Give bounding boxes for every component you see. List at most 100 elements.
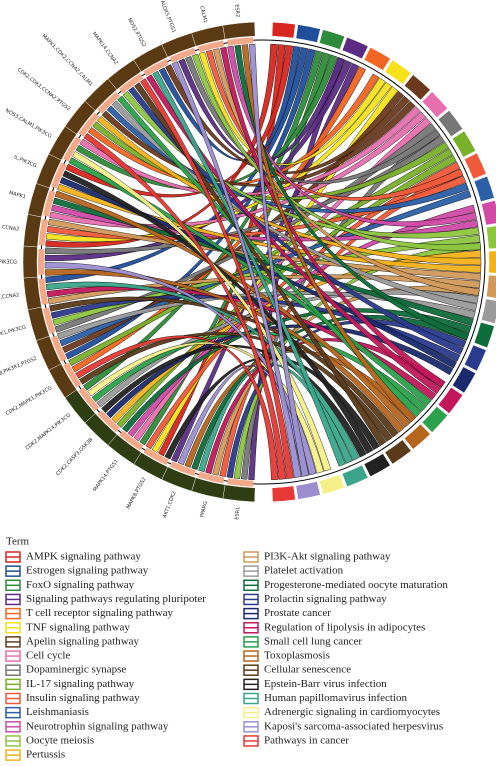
gene-label: CDK2,CASP3,GSK3B [55,437,95,478]
gene-fc [119,430,144,451]
term-segment [486,274,496,299]
gene-label: ESR1 [234,506,241,520]
gene-fc [119,73,144,94]
gene-label: CCNA2 [2,224,20,232]
gene-label: CDK2,MAPK1,PIK3CG [5,385,53,417]
term-segment [295,481,321,500]
chord [44,269,405,433]
chord [158,45,301,161]
gene-fc [63,136,82,162]
gene-label: CDK2,MAPK14,PIK3CG [25,412,73,451]
gene-label: ESR1,PIK3CG [0,260,17,266]
gene-segment [22,245,38,279]
legend-label: Pertussis [26,749,65,761]
chord [96,115,482,266]
term-segment [403,74,431,101]
term-segment [341,36,369,60]
chord [44,262,317,476]
term-segment [452,130,477,158]
legend-label: Cellular senescence [264,664,351,676]
gene-label: CALM1 [198,5,208,23]
gene-label: NOS2,PTGS2 [126,17,147,48]
gene-label: MAPK1,CDK2,CCNA2,CALM1 [40,33,93,88]
term-segment [384,439,412,465]
term-segment [481,200,496,226]
chord [101,100,416,187]
chord [220,46,446,388]
gene-label: PPARG [199,501,209,519]
legend-label: Signaling pathways regulating pluripoter [26,593,206,605]
chords [44,43,482,481]
gene-fc [227,478,254,487]
term-segment [271,485,296,503]
legend-label: IL-17 signaling pathway [26,678,135,690]
chord [87,341,324,474]
legend-label: Insulin signaling pathway [26,692,140,704]
gene-fc [38,278,49,305]
gene-fc [78,112,100,137]
chord [83,50,324,391]
gene-fc [38,248,45,276]
gene-label: MAPK14,PTGS1 [92,458,120,492]
gene-fc [227,37,254,46]
term-segment [452,366,477,394]
term-segment [363,47,391,71]
gene-label: NOS3,CALM1,PIK3CG [4,108,53,140]
gene-segment [222,484,256,503]
chord [140,78,294,479]
gene-fc [97,91,121,114]
gene-label: CDK2,CDK1,CCNA2,PTGS2 [16,67,72,113]
term-segment [486,225,496,250]
legend-label: Adrenergic signaling in cardiomyocytes [264,706,440,718]
chord [198,363,353,473]
term-segment [271,21,296,39]
legend-title: Term [6,536,29,548]
gene-fc [42,307,56,334]
term-segment [319,29,346,50]
legend-label: TNF signaling pathway [26,621,130,633]
gene-label: MAPK14,CCNA2 [91,31,119,66]
term-segment [473,321,495,349]
gene-label: MAPK8,PTGS2 [125,476,147,510]
term-segment [437,110,464,138]
gene-label: IL,PIK3CG [13,154,38,169]
chord [45,281,360,461]
term-segment [437,386,464,414]
gene-fc [78,387,100,412]
legend-label: Regulation of lipolysis in adipocytes [264,621,425,633]
term-segment [341,464,369,488]
chord [249,43,309,477]
gene-fc [143,58,169,77]
gene-label: AKT1,CDK2 [162,491,178,519]
legend-label: Progesterone-mediated oocyte maturation [264,579,448,591]
gene-segment [23,276,42,310]
legend-label: Estrogen signaling pathway [26,565,149,577]
gene-fc [51,335,67,362]
chord [205,49,464,201]
legend-label: Epstein-Barr virus infection [264,678,387,690]
legend-label: Human papillomavirus infection [264,692,407,704]
term-segment [421,91,448,118]
legend-label: Toxoplasmosis [264,650,330,662]
gene-fc [63,362,82,388]
term-segment [421,406,448,433]
legend-label: PI3K-Akt signaling pathway [264,551,391,563]
gene-fc [169,461,197,477]
chord [192,53,481,251]
gene-label: ALOX5,PTGS1 [159,0,177,34]
legend-label: AMPK signaling pathway [26,551,141,563]
legend-label: Oocyte meiosis [26,734,94,746]
legend-label: Platelet activation [264,565,344,577]
term-segment [319,474,346,495]
gene-fc [51,162,67,189]
legend-label: Leishmaniasis [26,706,89,718]
gene-fc [169,47,197,63]
gene-label: CDK2,CCNA2 [0,292,20,302]
term-segment [384,59,412,85]
chord [171,61,302,478]
chord [226,319,467,479]
gene-label: ESR2 [233,4,240,18]
legend-label: Prolactin signaling pathway [264,593,387,605]
gene-label: MAPK1,PIK3CG [0,324,27,340]
